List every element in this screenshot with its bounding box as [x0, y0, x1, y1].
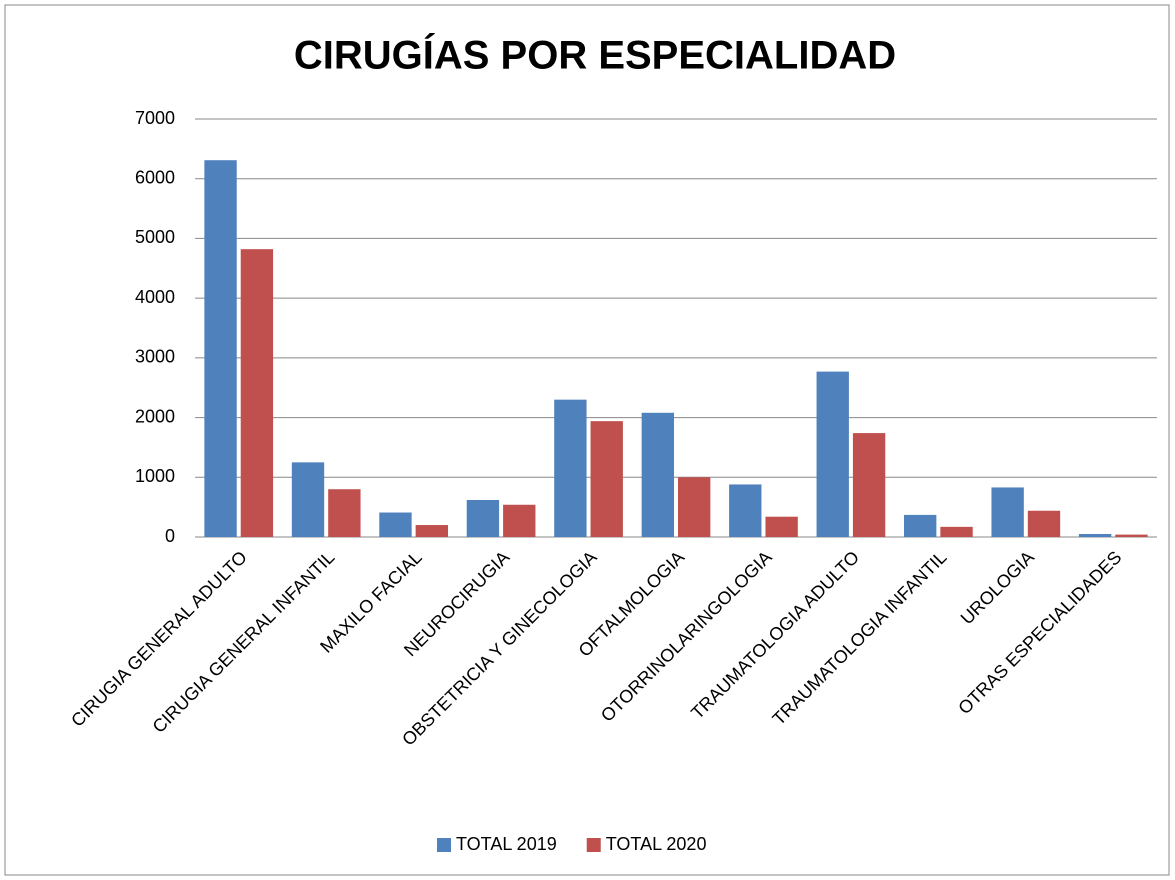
- bar: [991, 487, 1024, 537]
- bar: [554, 399, 587, 537]
- bar: [1078, 534, 1112, 537]
- bar: [729, 484, 762, 537]
- bar: [852, 433, 886, 537]
- bar: [765, 516, 798, 537]
- bar: [466, 499, 500, 537]
- bar: [379, 512, 412, 537]
- bar: [904, 514, 937, 537]
- y-tick-label: 3000: [135, 347, 175, 367]
- bar: [1027, 510, 1061, 537]
- legend-swatch: [586, 838, 601, 852]
- bar: [503, 504, 536, 537]
- bar: [240, 249, 274, 538]
- y-tick-label: 6000: [135, 167, 175, 187]
- y-tick-label: 1000: [135, 466, 175, 486]
- bar: [590, 421, 623, 537]
- bar: [291, 462, 325, 537]
- legend-label: TOTAL 2019: [456, 834, 557, 854]
- bar: [816, 371, 849, 537]
- legend-label: TOTAL 2020: [606, 834, 707, 854]
- y-tick-label: 2000: [135, 406, 175, 426]
- bar: [678, 477, 711, 537]
- bar: [1115, 534, 1148, 537]
- bar: [641, 412, 674, 537]
- bar: [940, 526, 973, 537]
- y-tick-label: 7000: [135, 108, 175, 128]
- legend-swatch: [437, 838, 451, 852]
- bar: [328, 489, 361, 537]
- chart-title: CIRUGÍAS POR ESPECIALIDAD: [294, 33, 896, 78]
- y-tick-label: 5000: [135, 227, 175, 247]
- chart-frame: [4, 4, 1170, 876]
- bar: [204, 160, 237, 537]
- bar: [415, 525, 448, 537]
- y-tick-label: 4000: [135, 287, 175, 307]
- y-tick-label: 0: [165, 526, 175, 546]
